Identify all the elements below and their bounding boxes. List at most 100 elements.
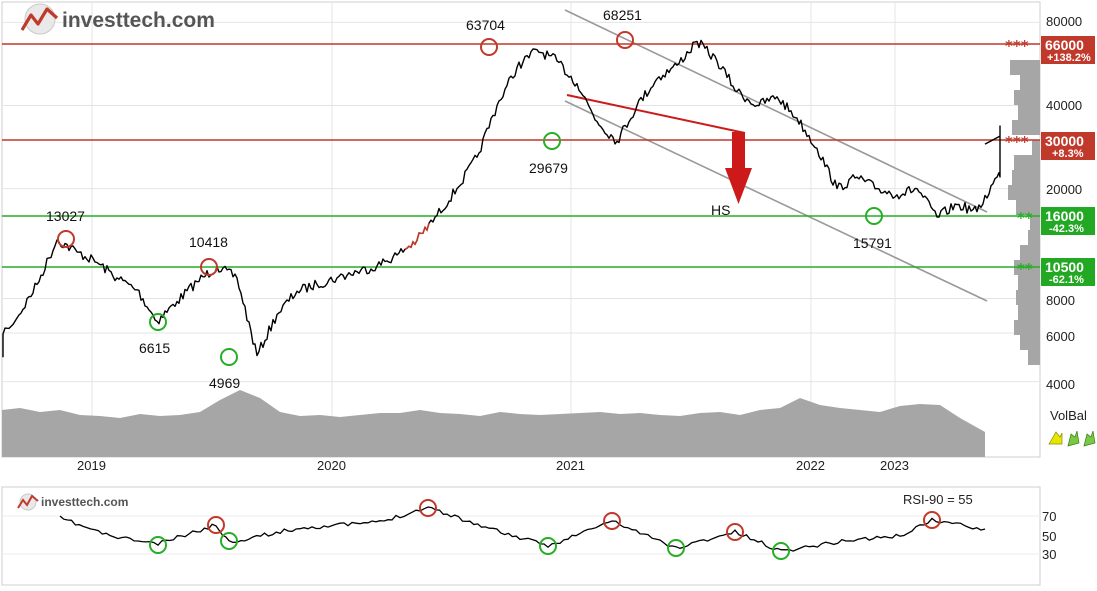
investtech-logo-small: investtech.com [17,493,128,511]
volume-profile-bar [1008,185,1040,200]
top-marker-0 [57,230,75,248]
volume-profile-bar [1018,105,1040,120]
stars-30000: *** [1005,133,1029,151]
tag-30000-value: 30000 [1045,133,1084,149]
volume-profile-bar [1012,170,1040,185]
stars-16000: ** [1017,209,1033,227]
y-tick-80000: 80000 [1046,14,1082,29]
x-tick-2019: 2019 [77,458,106,473]
y-tick-20000: 20000 [1046,182,1082,197]
volume-profile-bar [1020,75,1040,90]
volume-area [2,390,985,457]
channel-lower-line [564,100,988,302]
rsi-marker-1 [207,516,225,534]
logo-small-text: investtech.com [41,495,128,509]
tag-66000-change: +138.2% [1047,52,1091,64]
price-line-highlight [404,222,430,251]
tag-16000-value: 16000 [1045,208,1084,224]
x-tick-2023: 2023 [880,458,909,473]
stars-10500: ** [1017,260,1033,278]
rsi-markers [149,499,941,560]
top-marker-4 [480,38,498,56]
label-68251: 68251 [603,7,642,23]
volbal-arrow-3-icon [1083,430,1096,447]
volume-profile-bar [1030,215,1040,230]
rsi-marker-7 [726,523,744,541]
gridlines [2,2,1040,457]
label-13027: 13027 [46,208,85,224]
volume-profile-bar [1028,350,1040,365]
label-63704: 63704 [466,17,505,33]
x-tick-2021: 2021 [556,458,585,473]
tag-10500 [1041,258,1095,286]
rsi-marker-3 [419,499,437,517]
hs-arrow [725,132,752,204]
price-panel-frame [1,1,1041,458]
volume-profile-bar [1032,140,1040,155]
hs-neckline [566,94,746,134]
rsi-marker-4 [539,537,557,555]
label-29679: 29679 [529,160,568,176]
investtech-logo: investtech.com [20,3,215,35]
label-10418: 10418 [189,234,228,250]
rsi-tick-70: 70 [1042,509,1056,524]
price-line [2,39,1001,358]
bottom-marker-7 [865,207,883,225]
tag-30000 [1041,132,1095,160]
top-marker-1 [200,258,218,276]
volume-profile-bar [1028,230,1040,245]
rsi-marker-9 [923,511,941,529]
volbal-arrow-2-icon [1067,430,1080,447]
tag-66000 [1041,36,1095,64]
rsi-marker-5 [603,512,621,530]
rsi-panel-frame [1,486,1041,586]
x-tick-2022: 2022 [796,458,825,473]
tag-10500-value: 10500 [1045,259,1084,275]
volume-profile-bar [1010,60,1040,75]
annotation-markers [57,31,883,366]
tag-10500-change: -62.1% [1049,274,1084,286]
volume-profile-bar [1014,320,1040,335]
tag-66000-value: 66000 [1045,37,1084,53]
tag-16000-change: -42.3% [1049,223,1084,235]
rsi-label: RSI-90 = 55 [903,492,973,507]
volbal-arrow-1-icon [1048,431,1063,445]
y-tick-4000: 4000 [1046,377,1075,392]
bottom-marker-3 [220,348,238,366]
stars-66000: *** [1005,37,1029,55]
rsi-marker-8 [772,542,790,560]
volume-profile-bar [1018,275,1040,290]
rsi-tick-50: 50 [1042,529,1056,544]
bottom-marker-5 [543,132,561,150]
y-tick-8000: 8000 [1046,293,1075,308]
top-marker-6 [616,31,634,49]
volume-profile-bar [1014,90,1040,105]
volbal-label: VolBal [1050,408,1087,423]
tag-30000-change: +8.3% [1052,148,1084,160]
rsi-marker-2 [220,532,238,550]
y-tick-40000: 40000 [1046,98,1082,113]
volume-profile-bar [1020,245,1040,260]
volume-profile-bar [1012,120,1040,135]
rsi-marker-0 [149,536,167,554]
x-tick-2020: 2020 [317,458,346,473]
volume-profile-bar [1018,305,1040,320]
label-6615: 6615 [139,340,170,356]
tag-16000 [1041,207,1095,235]
hs-label: HS [711,202,730,218]
rsi-marker-6 [667,539,685,557]
rsi-tick-30: 30 [1042,547,1056,562]
volume-profile-bar [1016,290,1040,305]
bottom-marker-2 [149,313,167,331]
y-tick-6000: 6000 [1046,329,1075,344]
label-15791: 15791 [853,235,892,251]
volume-profile [1008,60,1040,365]
channel-upper-line [564,9,988,213]
label-4969: 4969 [209,375,240,391]
volume-profile-bar [1020,335,1040,350]
rsi-line [59,506,986,552]
logo-text: investtech.com [62,9,215,32]
volume-profile-bar [1016,200,1040,215]
